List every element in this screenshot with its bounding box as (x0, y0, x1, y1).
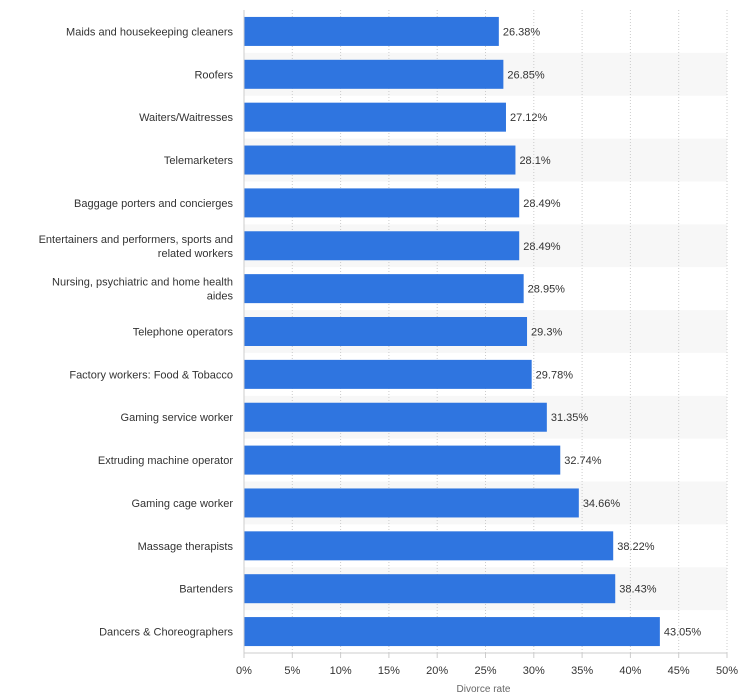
value-label: 31.35% (551, 412, 589, 424)
x-axis: 0% 5% 10% 15% 20% 25% 30% 35% 40% 45% 50% (236, 10, 738, 677)
tick-label: 40% (619, 665, 641, 677)
value-label: 29.78% (536, 369, 574, 381)
bars (244, 16, 660, 647)
tick-label: 15% (378, 665, 400, 677)
bar[interactable] (244, 488, 579, 518)
value-label: 28.1% (519, 155, 550, 167)
tick-label: 25% (474, 665, 496, 677)
bar[interactable] (244, 59, 504, 89)
x-axis-title: Divorce rate (457, 684, 511, 695)
tick-label: 35% (571, 665, 593, 677)
bar[interactable] (244, 402, 547, 432)
bar[interactable] (244, 231, 520, 261)
category-label: Roofers (194, 69, 233, 81)
category-label: Telemarketers (164, 155, 234, 167)
bar[interactable] (244, 531, 614, 561)
tick-label: 30% (523, 665, 545, 677)
category-label: Dancers & Choreographers (99, 627, 233, 639)
category-labels: Maids and housekeeping cleaners Roofers Wa… (39, 26, 234, 638)
bar[interactable] (244, 445, 561, 475)
tick-label: 0% (236, 665, 252, 677)
value-label: 38.22% (617, 541, 655, 553)
tick-label: 20% (426, 665, 448, 677)
bar[interactable] (244, 188, 520, 218)
category-label: Baggage porters and concierges (74, 198, 233, 210)
value-label: 28.49% (523, 198, 561, 210)
tick-label: 45% (668, 665, 690, 677)
category-label: Nursing, psychiatric and home health aide… (52, 277, 233, 303)
value-label: 34.66% (583, 498, 621, 510)
value-label: 38.43% (619, 584, 657, 596)
tick-label: 10% (330, 665, 352, 677)
value-label: 43.05% (664, 627, 702, 639)
category-label: Extruding machine operator (98, 455, 233, 467)
tick-label: 5% (284, 665, 300, 677)
value-label: 26.85% (507, 69, 545, 81)
bar[interactable] (244, 574, 616, 604)
bar[interactable] (244, 16, 499, 46)
category-label: Massage therapists (138, 541, 234, 553)
category-label: Telephone operators (133, 327, 234, 339)
value-label: 28.49% (523, 241, 561, 253)
bar[interactable] (244, 317, 528, 346)
category-label: Waiters/Waitresses (139, 112, 233, 124)
bar[interactable] (244, 359, 532, 389)
category-label: Bartenders (179, 584, 233, 596)
category-label: Entertainers and performers, sports and r… (39, 234, 234, 260)
value-label: 28.95% (528, 284, 566, 296)
category-label: Maids and housekeeping cleaners (66, 26, 233, 38)
bar[interactable] (244, 145, 516, 175)
value-label: 32.74% (564, 455, 602, 467)
bar[interactable] (244, 274, 524, 304)
category-label: Gaming service worker (121, 412, 234, 424)
value-label: 29.3% (531, 327, 562, 339)
category-label: Factory workers: Food & Tobacco (69, 369, 233, 381)
value-labels: 26.38% 26.85% 27.12% 28.1% 28.49% 28.49% 28.95… (503, 26, 702, 638)
bar[interactable] (244, 102, 506, 132)
value-label: 26.38% (503, 26, 541, 38)
tick-label: 50% (716, 665, 738, 677)
value-label: 27.12% (510, 112, 548, 124)
bar[interactable] (244, 617, 660, 647)
category-label: Gaming cage worker (132, 498, 234, 510)
